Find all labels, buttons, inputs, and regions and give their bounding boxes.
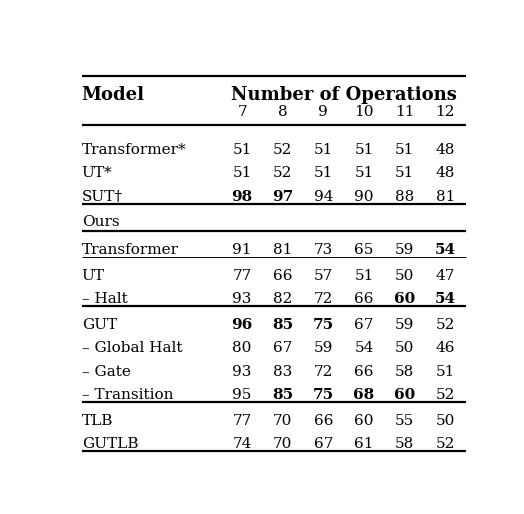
Text: 60: 60 (394, 388, 415, 402)
Text: Transformer: Transformer (82, 243, 179, 258)
Text: 54: 54 (354, 341, 374, 355)
Text: 72: 72 (314, 365, 333, 379)
Text: 54: 54 (434, 292, 456, 306)
Text: 82: 82 (273, 292, 292, 306)
Text: 66: 66 (354, 365, 374, 379)
Text: 77: 77 (233, 414, 252, 428)
Text: 60: 60 (394, 292, 415, 306)
Text: 58: 58 (395, 437, 414, 451)
Text: UT*: UT* (82, 167, 112, 180)
Text: 51: 51 (314, 167, 333, 180)
Text: – Halt: – Halt (82, 292, 127, 306)
Text: 61: 61 (354, 437, 374, 451)
Text: 68: 68 (353, 388, 375, 402)
Text: 51: 51 (354, 269, 374, 283)
Text: 90: 90 (354, 190, 374, 204)
Text: 81: 81 (435, 190, 455, 204)
Text: 66: 66 (354, 292, 374, 306)
Text: 52: 52 (273, 167, 292, 180)
Text: 67: 67 (273, 341, 292, 355)
Text: 51: 51 (395, 143, 414, 157)
Text: 54: 54 (434, 243, 456, 258)
Text: 80: 80 (233, 341, 252, 355)
Text: SUT†: SUT† (82, 190, 123, 204)
Text: 50: 50 (395, 269, 414, 283)
Text: 50: 50 (395, 341, 414, 355)
Text: 46: 46 (435, 341, 455, 355)
Text: 52: 52 (435, 388, 455, 402)
Text: 96: 96 (232, 318, 253, 332)
Text: 72: 72 (314, 292, 333, 306)
Text: 9: 9 (319, 105, 328, 119)
Text: UT: UT (82, 269, 105, 283)
Text: 59: 59 (395, 318, 414, 332)
Text: Transformer*: Transformer* (82, 143, 187, 157)
Text: 11: 11 (395, 105, 414, 119)
Text: 74: 74 (233, 437, 252, 451)
Text: 77: 77 (233, 269, 252, 283)
Text: 47: 47 (435, 269, 455, 283)
Text: 59: 59 (395, 243, 414, 258)
Text: 10: 10 (354, 105, 374, 119)
Text: 52: 52 (435, 318, 455, 332)
Text: 85: 85 (272, 388, 293, 402)
Text: 94: 94 (314, 190, 333, 204)
Text: TLB: TLB (82, 414, 113, 428)
Text: 97: 97 (272, 190, 293, 204)
Text: 59: 59 (314, 341, 333, 355)
Text: 70: 70 (273, 437, 292, 451)
Text: 95: 95 (233, 388, 252, 402)
Text: – Global Halt: – Global Halt (82, 341, 182, 355)
Text: 52: 52 (435, 437, 455, 451)
Text: GUTLB: GUTLB (82, 437, 138, 451)
Text: 83: 83 (273, 365, 292, 379)
Text: 51: 51 (395, 167, 414, 180)
Text: 98: 98 (232, 190, 253, 204)
Text: 12: 12 (435, 105, 455, 119)
Text: 70: 70 (273, 414, 292, 428)
Text: 51: 51 (233, 143, 252, 157)
Text: 73: 73 (314, 243, 333, 258)
Text: 75: 75 (313, 388, 334, 402)
Text: – Gate: – Gate (82, 365, 130, 379)
Text: 65: 65 (354, 243, 374, 258)
Text: 60: 60 (354, 414, 374, 428)
Text: 81: 81 (273, 243, 292, 258)
Text: 67: 67 (314, 437, 333, 451)
Text: 58: 58 (395, 365, 414, 379)
Text: 67: 67 (354, 318, 374, 332)
Text: 57: 57 (314, 269, 333, 283)
Text: 93: 93 (233, 365, 252, 379)
Text: 66: 66 (314, 414, 333, 428)
Text: 85: 85 (272, 318, 293, 332)
Text: 48: 48 (435, 167, 455, 180)
Text: 51: 51 (435, 365, 455, 379)
Text: 7: 7 (237, 105, 247, 119)
Text: GUT: GUT (82, 318, 117, 332)
Text: Ours: Ours (82, 215, 119, 229)
Text: 91: 91 (233, 243, 252, 258)
Text: 51: 51 (354, 143, 374, 157)
Text: Number of Operations: Number of Operations (231, 86, 456, 104)
Text: 51: 51 (354, 167, 374, 180)
Text: 52: 52 (273, 143, 292, 157)
Text: – Transition: – Transition (82, 388, 173, 402)
Text: 51: 51 (314, 143, 333, 157)
Text: Model: Model (82, 86, 145, 104)
Text: 66: 66 (273, 269, 292, 283)
Text: 8: 8 (278, 105, 288, 119)
Text: 50: 50 (435, 414, 455, 428)
Text: 75: 75 (313, 318, 334, 332)
Text: 88: 88 (395, 190, 414, 204)
Text: 93: 93 (233, 292, 252, 306)
Text: 55: 55 (395, 414, 414, 428)
Text: 48: 48 (435, 143, 455, 157)
Text: 51: 51 (233, 167, 252, 180)
